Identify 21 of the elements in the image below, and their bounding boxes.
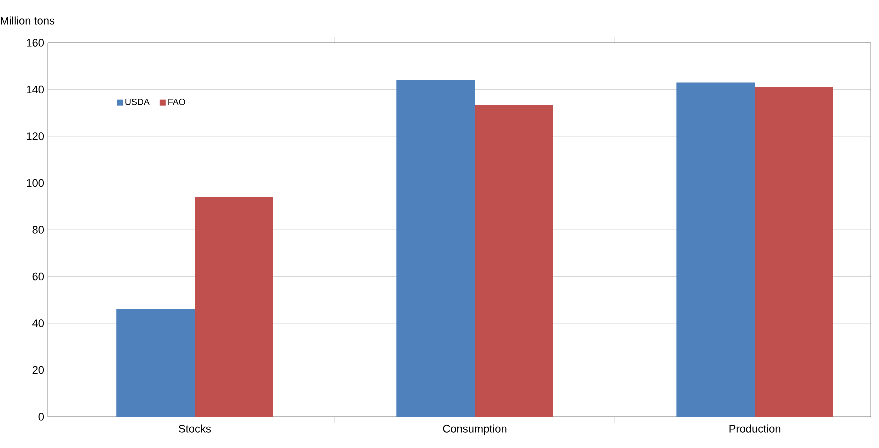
bar — [195, 197, 274, 417]
y-tick-label: 20 — [32, 366, 44, 374]
legend-label: FAO — [168, 98, 186, 106]
x-tick-label: Consumption — [443, 424, 507, 435]
y-tick-label: 40 — [32, 320, 44, 328]
legend-label: USDA — [126, 98, 150, 106]
y-tick-label: 0 — [38, 413, 44, 421]
bar — [676, 82, 756, 417]
bar — [475, 104, 554, 417]
y-tick-label: 60 — [32, 272, 44, 281]
y-tick-label: 80 — [32, 226, 44, 234]
y-tick-label: 160 — [27, 39, 44, 47]
y-axis-title: Million tons — [1, 16, 55, 25]
x-tick-label: Stocks — [179, 424, 212, 433]
x-tick-label: Production — [730, 424, 781, 433]
bar — [396, 80, 476, 417]
bar — [116, 309, 196, 417]
bar — [755, 87, 834, 417]
y-tick-label: 140 — [27, 86, 44, 94]
y-tick-label: 100 — [27, 179, 44, 188]
y-tick-label: 120 — [27, 132, 44, 140]
